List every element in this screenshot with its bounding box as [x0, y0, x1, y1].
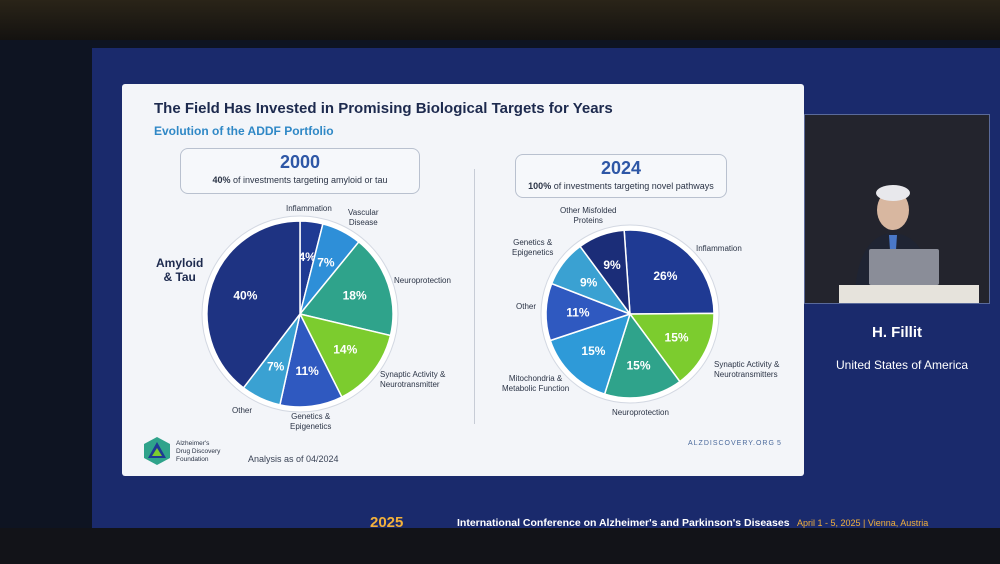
analysis-note: Analysis as of 04/2024 — [248, 454, 339, 464]
pie-slice-label-2000-2: 18% — [343, 289, 367, 303]
pie-slice-2000-2 — [298, 240, 394, 337]
pie-slice-label-2024-4: 11% — [566, 306, 590, 320]
banner-conference-title: International Conference on Alzheimer's … — [457, 517, 790, 529]
slide-title: The Field Has Invested in Promising Biol… — [154, 100, 613, 117]
label-mitochondria-2024: Mitochondria & Metabolic Function — [502, 374, 570, 393]
label-neuroprotection-2000: Neuroprotection — [394, 276, 451, 285]
pie-slice-label-2000-0: 4% — [298, 250, 316, 264]
pie-slice-label-2000-5: 7% — [267, 359, 285, 373]
speaker-figure — [805, 115, 989, 303]
footer-url: ALZDISCOVERY.ORG — [688, 440, 775, 447]
addf-logo-text: Alzheimer's Drug Discovery Foundation — [176, 440, 220, 464]
pie-slice-label-2000-1: 7% — [317, 256, 335, 270]
label-other-2024: Other — [516, 302, 537, 311]
venue-ceiling — [0, 0, 1000, 40]
label-genetics-2000: Genetics & Epigenetics — [290, 412, 332, 431]
pie-slice-label-2024-1: 15% — [665, 330, 689, 344]
chart-caption-2024: 100% of investments targeting novel path… — [516, 181, 726, 191]
caption-rest-2000: of investments targeting amyloid or tau — [232, 175, 388, 185]
label-other-2000: Other — [232, 406, 253, 415]
label-synaptic-2000: Synaptic Activity & Neurotransmitter — [380, 370, 446, 389]
addf-triangle-logo-icon — [144, 437, 170, 465]
year-box-2024: 2024 100% of investments targeting novel… — [515, 154, 727, 198]
pie-chart-2000: 4% 7%18%14%11%7%40% — [201, 215, 399, 413]
chart-caption-2000: 40% of investments targeting amyloid or … — [181, 175, 419, 185]
pie-slice-label-2024-0: 26% — [653, 269, 677, 283]
logo-line-1: Alzheimer's — [176, 440, 210, 447]
label-inflammation-2000: Inflammation — [286, 204, 332, 213]
label-vascular-2000: Vascular Disease — [348, 208, 379, 227]
speaker-name: H. Fillit — [872, 324, 922, 341]
caption-rest-2024: of investments targeting novel pathways — [553, 181, 714, 191]
chart-divider — [474, 169, 475, 424]
slide-subtitle: Evolution of the ADDF Portfolio — [154, 124, 334, 138]
footer-page-number: 5 — [777, 440, 781, 447]
stage-foreground — [0, 528, 1000, 564]
label-amyloid-tau-2000: Amyloid & Tau — [156, 256, 204, 284]
label-neuroprotection-2024: Neuroprotection — [612, 408, 669, 417]
chart-title-2000: 2000 — [279, 152, 321, 172]
pie-slice-2000-3 — [298, 312, 392, 399]
caption-bold-2000: 40% — [212, 175, 231, 185]
pie-slice-label-2024-5: 9% — [580, 275, 598, 289]
pie-slice-2024-0 — [623, 229, 715, 315]
pie-slice-label-2000-4: 11% — [295, 364, 319, 378]
pie-slice-label-2000-6: 40% — [233, 289, 257, 303]
pie-slice-2024-1 — [628, 312, 715, 383]
speaker-country: United States of America — [836, 358, 969, 372]
logo-line-3: Foundation — [176, 456, 209, 463]
banner-dates: April 1 - 5, 2025 | Vienna, Austria — [797, 518, 929, 528]
label-genetics-2024: Genetics & Epigenetics — [512, 238, 554, 257]
pie-slice-2000-6 — [206, 220, 301, 389]
pie-slice-label-2024-3: 15% — [581, 344, 605, 358]
pie-slice-label-2024-6: 9% — [603, 258, 621, 272]
speaker-video — [804, 114, 990, 304]
pie-slice-label-2000-3: 14% — [333, 343, 357, 357]
label-misfolded-2024: Other Misfolded Proteins — [560, 206, 617, 225]
label-synaptic-2024: Synaptic Activity & Neurotransmitters — [714, 360, 780, 379]
conference-banner: 2025 International Conference on Alzheim… — [345, 512, 1000, 534]
year-box-2000: 2000 40% of investments targeting amyloi… — [180, 148, 420, 194]
presentation-slide: The Field Has Invested in Promising Biol… — [122, 84, 804, 476]
pie-slice-label-2024-2: 15% — [626, 358, 650, 372]
logo-line-2: Drug Discovery — [176, 448, 221, 455]
chart-title-2024: 2024 — [600, 158, 642, 178]
banner-brand: 2025 — [370, 514, 404, 531]
pie-slice-2024-6 — [579, 229, 631, 317]
caption-bold-2024: 100% — [528, 181, 552, 191]
pie-chart-2024: 26% 15% 15% 15% 11% 9% 9% — [540, 224, 720, 404]
label-inflammation-2024: Inflammation — [696, 244, 742, 253]
